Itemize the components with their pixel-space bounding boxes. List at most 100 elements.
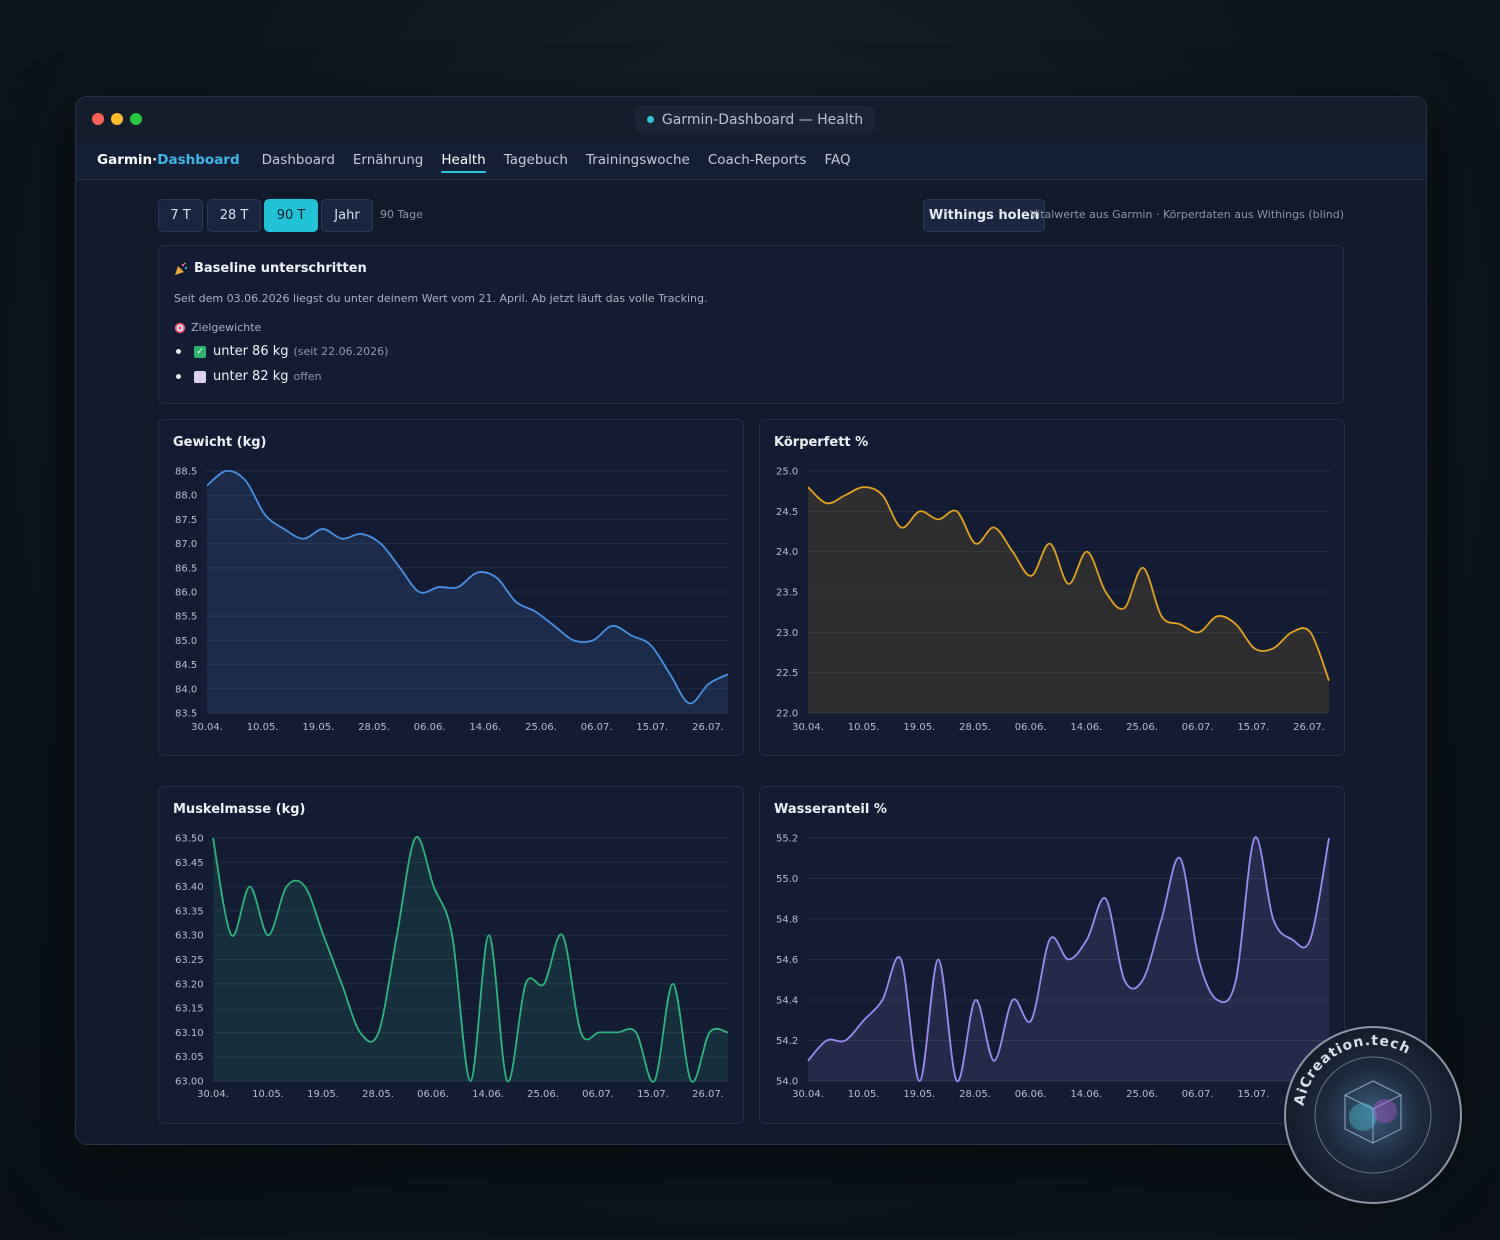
data-source-note: Vitalwerte aus Garmin · Körperdaten aus … (1029, 208, 1344, 221)
y-tick-label: 85.5 (175, 612, 197, 623)
series-area (207, 470, 728, 713)
x-tick-label: 28.05. (362, 1089, 394, 1100)
goal-label: unter 82 kg (213, 369, 289, 384)
series-area (808, 487, 1329, 713)
minimize-window-button[interactable] (111, 113, 123, 125)
range-info: 90 Tage (380, 208, 423, 221)
bullet (176, 349, 181, 354)
series-line (807, 486, 1330, 682)
chart-title: Gewicht (kg) (173, 435, 267, 450)
close-window-button[interactable] (92, 113, 104, 125)
series-line (807, 836, 1330, 1082)
goal-label: unter 86 kg (213, 344, 289, 359)
nav-item-tagebuch[interactable]: Tagebuch (503, 152, 568, 168)
nav-item-trainingswoche[interactable]: Trainingswoche (585, 152, 690, 168)
bullet (176, 374, 181, 379)
withings-fetch-button[interactable]: Withings holen (923, 199, 1045, 232)
x-tick-label: 06.07. (1182, 722, 1214, 733)
x-tick-label: 10.05. (252, 1089, 284, 1100)
goal-item: ✓ unter 86 kg (seit 22.06.2026) (176, 344, 388, 359)
nav-item-coach-reports[interactable]: Coach-Reports (707, 152, 807, 168)
y-tick-label: 55.0 (776, 874, 798, 885)
y-tick-label: 63.40 (175, 882, 204, 893)
title-bar: Garmin-Dashboard — Health (76, 97, 1426, 142)
x-tick-label: 28.05. (959, 1089, 991, 1100)
checkmark-icon: ✓ (194, 345, 206, 358)
x-tick-label: 06.07. (582, 1089, 614, 1100)
y-tick-label: 88.0 (175, 491, 197, 502)
seal-inner-ring (1314, 1056, 1432, 1174)
chart-title: Wasseranteil % (774, 802, 887, 817)
x-tick-label: 30.04. (197, 1089, 229, 1100)
nav-item-dashboard[interactable]: Dashboard (261, 152, 335, 168)
y-tick-label: 84.0 (175, 684, 197, 695)
target-icon (174, 322, 186, 333)
y-tick-label: 84.5 (175, 660, 197, 671)
top-nav: Garmin·Dashboard Dashboard Ernährung Hea… (76, 141, 1426, 180)
weight-chart: 88.5 88.0 87.5 87.0 86.5 86.0 85.5 85.0 84.5 84.0… (175, 467, 729, 733)
series-line (206, 469, 729, 705)
range-7t-button[interactable]: 7 T (158, 199, 203, 232)
window-title: Garmin-Dashboard — Health (635, 106, 875, 133)
baseline-title: Baseline unterschritten (174, 261, 367, 276)
x-tick-label: 06.07. (1182, 1089, 1214, 1100)
x-tick-label: 25.06. (525, 722, 557, 733)
y-tick-label: 63.35 (175, 906, 204, 917)
brand-accent: Dashboard (157, 152, 240, 168)
water-chart-card: Wasseranteil % 55.2 55.0 54.8 54.6 54.4 54.2 5… (759, 786, 1345, 1124)
y-tick-label: 54.2 (776, 1036, 798, 1047)
body-fat-chart-card: Körperfett % 25.0 24.5 24.0 23.5 23.0 22.5 22.… (759, 419, 1345, 756)
muscle-chart: 63.50 63.45 63.40 63.35 63.30 63.25 63.20 63.15… (175, 834, 729, 1100)
x-tick-label: 10.05. (247, 722, 279, 733)
chart-title: Muskelmasse (kg) (173, 802, 306, 817)
x-tick-label: 06.06. (1015, 1089, 1047, 1100)
x-tick-label: 30.04. (792, 722, 824, 733)
x-tick-label: 10.05. (848, 1089, 880, 1100)
y-tick-label: 63.25 (175, 955, 204, 966)
range-28t-button[interactable]: 28 T (207, 199, 261, 232)
y-tick-label: 63.10 (175, 1028, 204, 1039)
x-tick-label: 15.07. (1237, 722, 1269, 733)
nav-item-health[interactable]: Health (441, 144, 487, 176)
nav-item-faq[interactable]: FAQ (824, 152, 851, 168)
x-tick-label: 19.05. (903, 722, 935, 733)
goals-heading-text: Zielgewichte (191, 321, 262, 334)
baseline-title-text: Baseline unterschritten (194, 261, 367, 276)
x-tick-label: 26.07. (692, 722, 724, 733)
body-fat-chart: 25.0 24.5 24.0 23.5 23.0 22.5 22.0 30.04. 10.05.… (776, 467, 1330, 733)
x-tick-label: 19.05. (903, 1089, 935, 1100)
y-tick-label: 24.0 (776, 547, 798, 558)
x-tick-label: 25.06. (1126, 1089, 1158, 1100)
chart-title: Körperfett % (774, 435, 869, 450)
brand-logo[interactable]: Garmin·Dashboard (97, 152, 240, 168)
range-jahr-button[interactable]: Jahr (321, 199, 373, 232)
x-tick-label: 25.06. (1126, 722, 1158, 733)
x-tick-label: 15.07. (1237, 1089, 1269, 1100)
series-area (808, 837, 1329, 1082)
y-tick-label: 83.5 (175, 709, 197, 720)
range-90t-button[interactable]: 90 T (264, 199, 318, 232)
y-tick-label: 24.5 (776, 507, 798, 518)
y-tick-label: 54.6 (776, 955, 798, 966)
y-tick-label: 54.4 (776, 996, 798, 1007)
y-tick-label: 63.50 (175, 834, 204, 845)
x-tick-label: 28.05. (358, 722, 390, 733)
y-tick-label: 25.0 (776, 467, 798, 478)
water-chart: 55.2 55.0 54.8 54.6 54.4 54.2 54.030.04. 10.05.… (776, 834, 1330, 1100)
x-tick-label: 25.06. (527, 1089, 559, 1100)
x-tick-label: 14.06. (1070, 722, 1102, 733)
y-tick-label: 63.20 (175, 979, 204, 990)
y-tick-label: 63.15 (175, 1004, 204, 1015)
y-tick-label: 54.0 (776, 1077, 798, 1088)
y-tick-label: 88.5 (175, 467, 197, 478)
x-tick-label: 14.06. (472, 1089, 504, 1100)
y-tick-label: 22.5 (776, 668, 798, 679)
y-tick-label: 87.0 (175, 539, 197, 550)
x-tick-label: 28.05. (959, 722, 991, 733)
x-tick-label: 14.06. (469, 722, 501, 733)
goals-heading: Zielgewichte (174, 321, 261, 334)
x-tick-label: 19.05. (302, 722, 334, 733)
maximize-window-button[interactable] (130, 113, 142, 125)
nav-item-ernaehrung[interactable]: Ernährung (352, 152, 424, 168)
x-tick-label: 14.06. (1070, 1089, 1102, 1100)
